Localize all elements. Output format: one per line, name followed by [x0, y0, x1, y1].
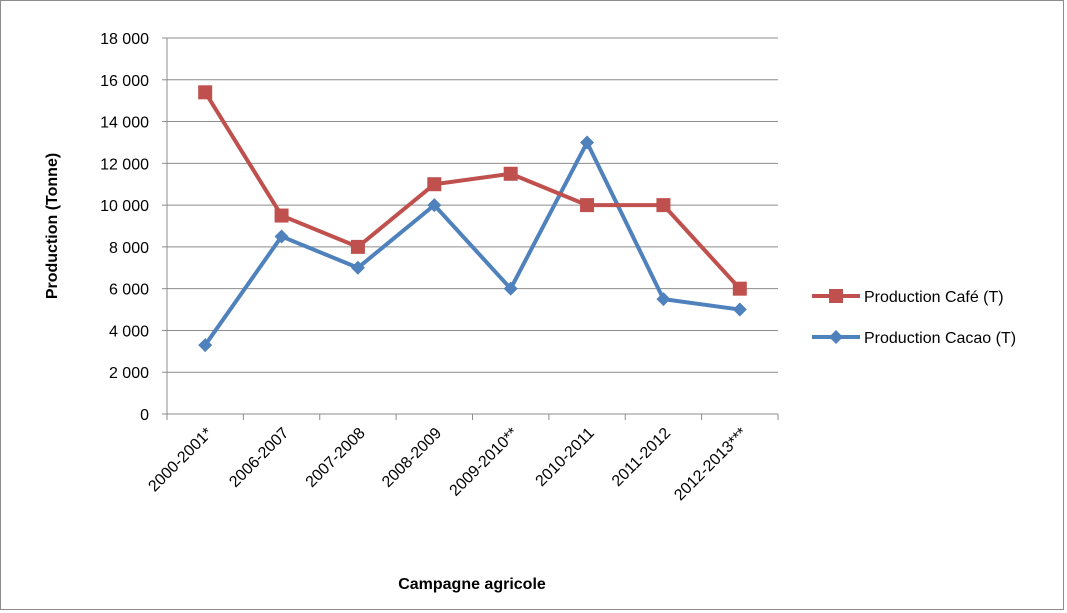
data-point-diamond [580, 135, 595, 150]
data-point-square [829, 289, 843, 303]
data-point-diamond [656, 292, 671, 307]
x-tick-label: 2000-2001* [145, 425, 216, 496]
data-point-square [198, 85, 213, 100]
y-tick-label: 4 000 [109, 323, 149, 340]
y-tick-label: 0 [140, 407, 149, 424]
legend: Production Café (T) Production Cacao (T) [812, 289, 1016, 347]
axes [166, 38, 778, 415]
data-point-square [350, 239, 365, 254]
data-point-diamond [350, 260, 365, 275]
x-tick-label: 2012-2013*** [671, 425, 750, 504]
data-point-square [503, 166, 518, 181]
y-tick-label: 18 000 [100, 31, 149, 48]
x-tick-label: 2006-2007 [226, 425, 292, 491]
x-tick-label: 2009-2010** [447, 425, 522, 500]
data-point-square [580, 198, 595, 213]
x-tick-label: 2010-2011 [533, 425, 598, 490]
legend-item: Production Cacao (T) [812, 330, 1016, 347]
data-point-square [732, 281, 747, 296]
data-point-diamond [198, 338, 213, 353]
y-tick-label: 16 000 [100, 73, 149, 90]
data-point-square [274, 208, 289, 223]
x-tick-label: 2011-2012 [609, 425, 674, 490]
series-production-cacao [198, 135, 747, 353]
y-axis-tick-labels: 0 2 000 4 000 6 000 8 000 10 000 12 000 14 000 1… [100, 31, 167, 424]
legend-label: Production Cacao (T) [864, 330, 1016, 347]
x-axis-tick-labels: 2000-2001* 2006-2007 2007-2008 2008-2009 200… [145, 414, 779, 504]
data-point-diamond [732, 302, 747, 317]
legend-label: Production Café (T) [864, 289, 1004, 306]
gridlines [167, 37, 778, 373]
series-layer [198, 85, 747, 353]
y-axis-title: Production (Tonne) [44, 153, 61, 299]
y-tick-label: 10 000 [100, 198, 149, 215]
series-line [203, 140, 741, 347]
legend-item: Production Café (T) [812, 289, 1004, 306]
y-tick-label: 14 000 [100, 115, 149, 132]
y-tick-label: 8 000 [109, 240, 149, 257]
data-point-diamond [274, 229, 289, 244]
series-production-cafe [198, 85, 747, 296]
data-point-square [656, 198, 671, 213]
x-axis-title: Campagne agricole [398, 576, 546, 593]
data-point-diamond [829, 330, 843, 344]
series-line [203, 91, 742, 291]
data-point-square [427, 177, 442, 192]
y-tick-label: 6 000 [109, 282, 149, 299]
y-tick-label: 12 000 [100, 156, 149, 173]
data-point-diamond [427, 198, 442, 213]
x-tick-label: 2007-2008 [303, 425, 369, 491]
y-tick-label: 2 000 [109, 365, 149, 382]
data-point-diamond [503, 281, 518, 296]
x-tick-label: 2008-2009 [379, 425, 445, 491]
